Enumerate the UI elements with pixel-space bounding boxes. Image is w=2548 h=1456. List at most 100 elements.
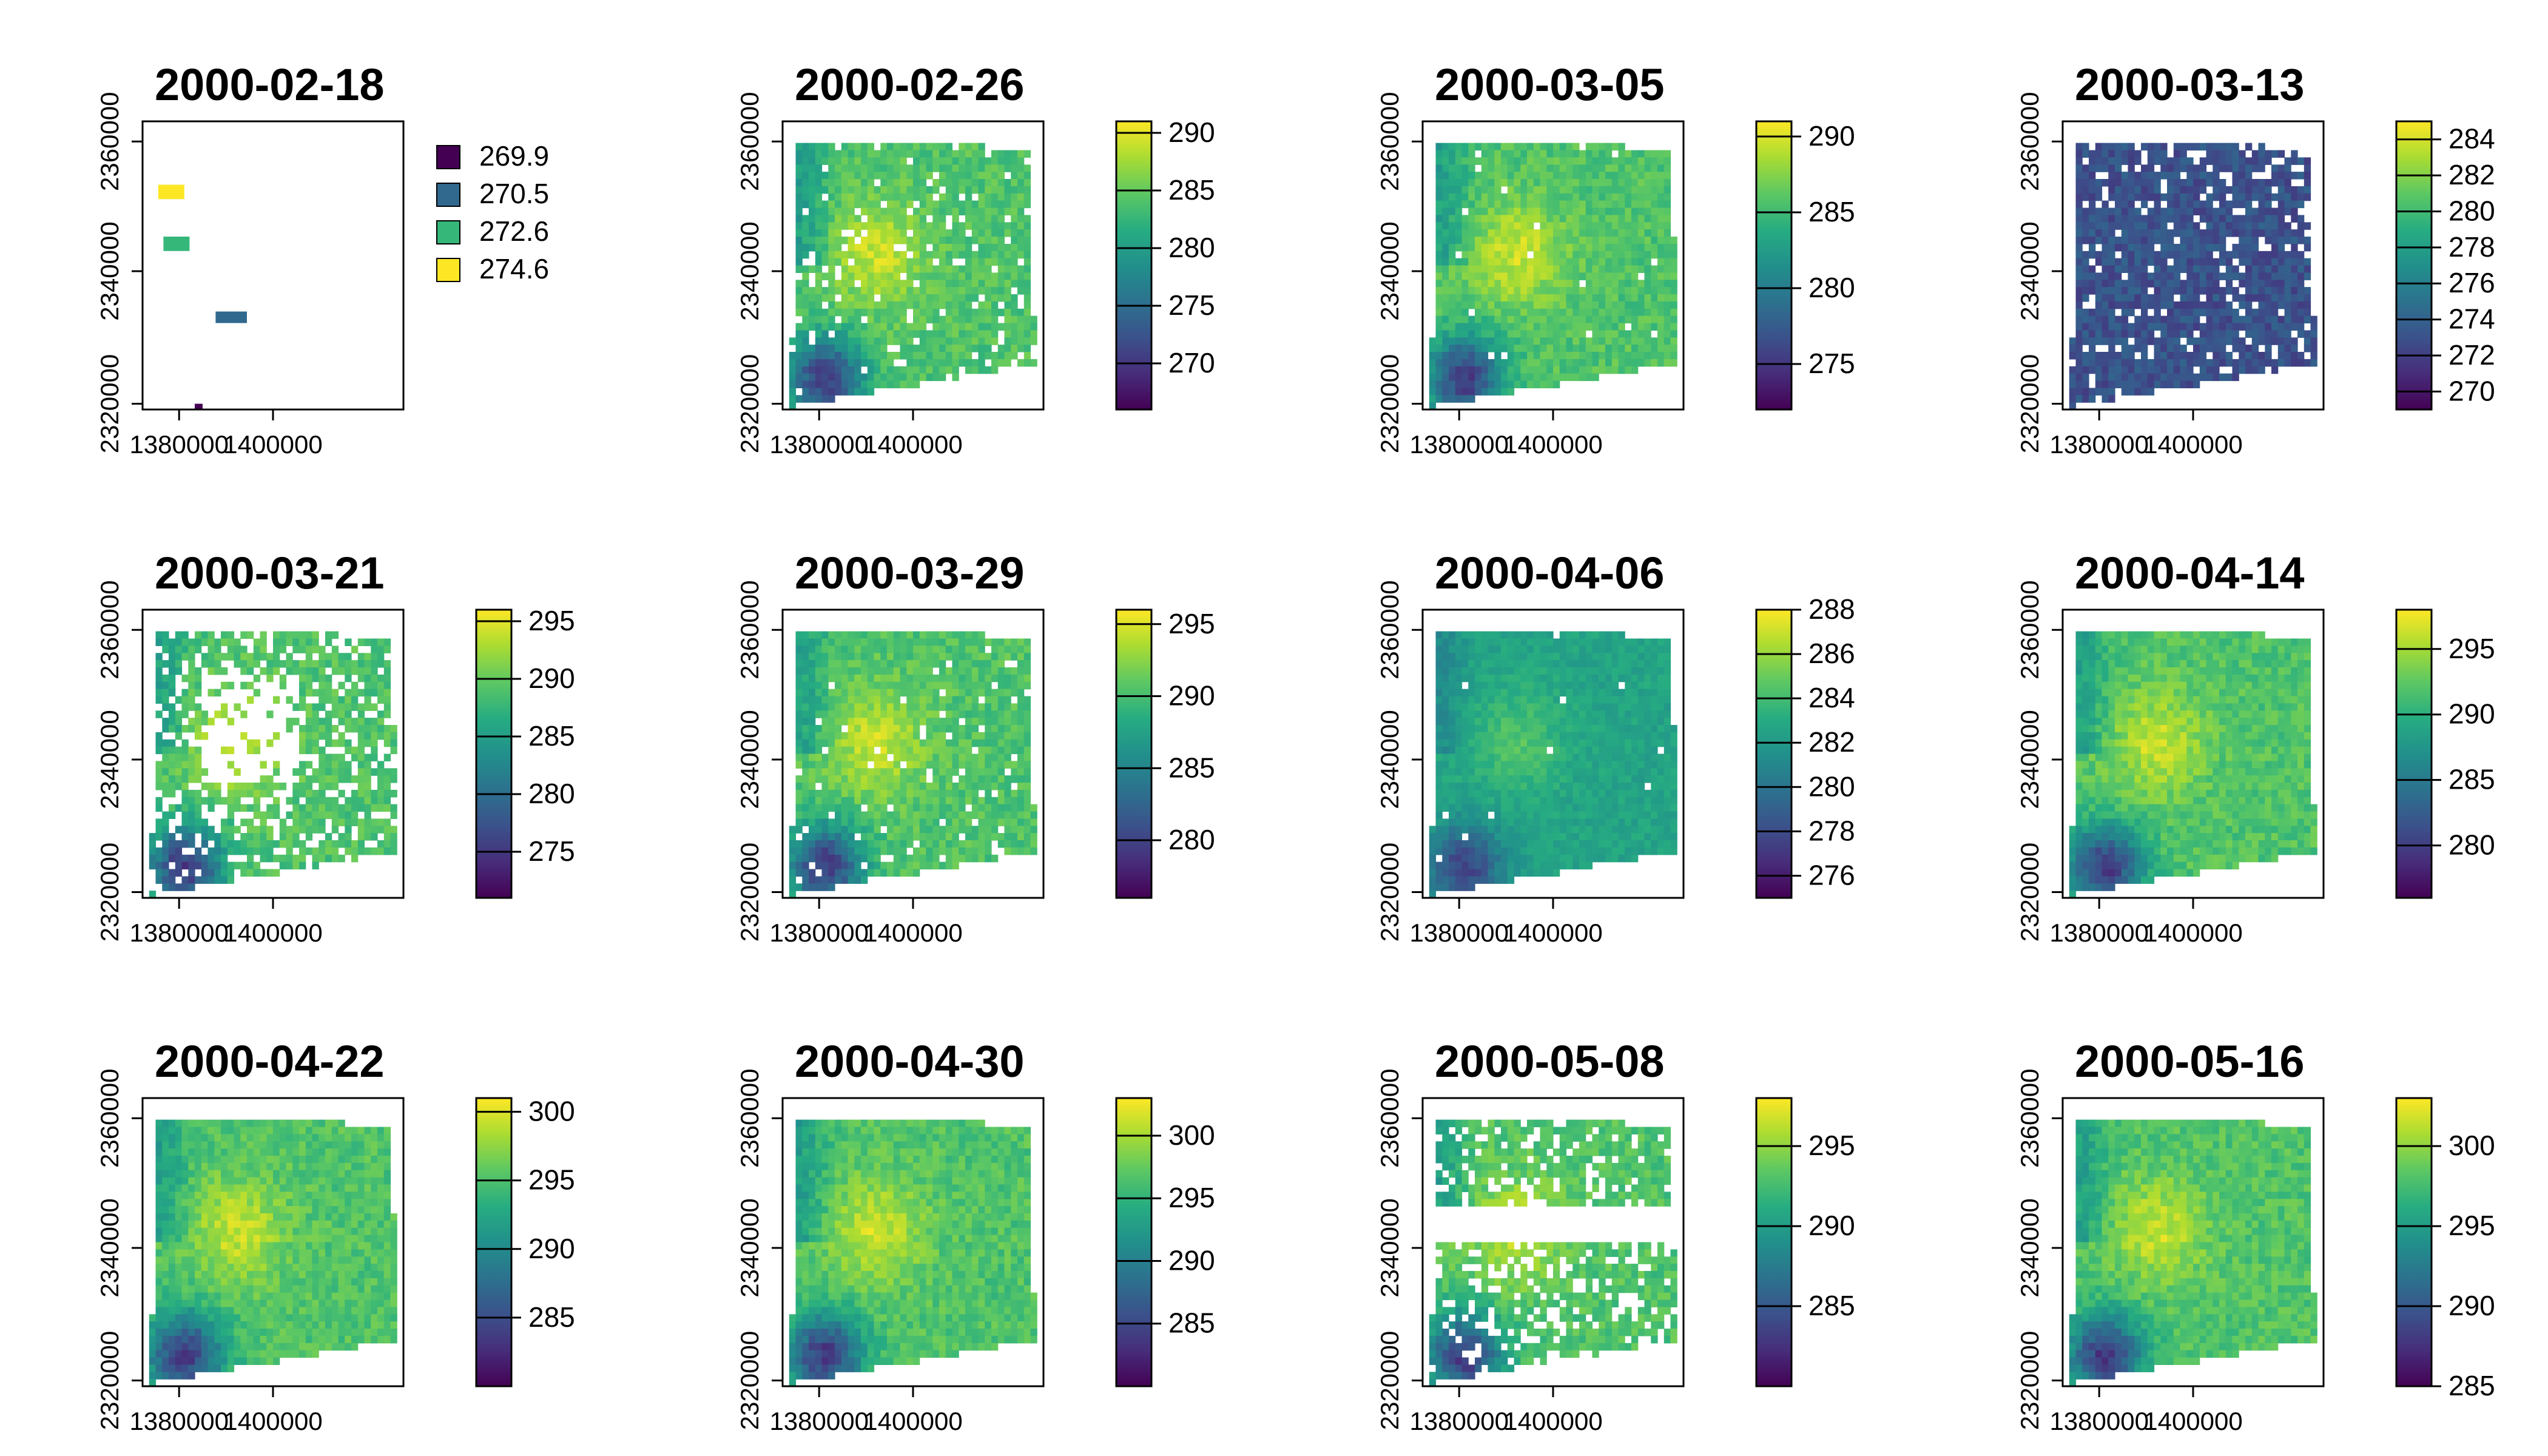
colorbar-tick-label: 275 <box>1168 289 1215 321</box>
raster-cell <box>175 847 183 855</box>
raster-cell <box>266 840 274 848</box>
raster-cell <box>2128 164 2135 172</box>
legend-swatch <box>436 183 460 207</box>
raster-cell <box>1625 272 1632 280</box>
raster-cell <box>1553 265 1560 273</box>
raster-cell <box>2219 330 2226 338</box>
raster-cell <box>2297 258 2305 266</box>
raster-cell <box>2082 186 2089 194</box>
raster-cell <box>802 645 809 653</box>
raster-cell <box>1559 330 1567 338</box>
raster-cell <box>371 645 378 653</box>
panel-2000-03-29: 2000-03-29138000014000002320000234000023… <box>735 548 1215 947</box>
raster-cell <box>1455 193 1463 201</box>
raster-cell <box>377 674 385 682</box>
raster-cell <box>1651 179 1658 187</box>
raster-cell <box>952 653 959 661</box>
raster-cell <box>279 840 287 848</box>
raster-cell <box>299 804 306 812</box>
raster-cell <box>913 681 920 690</box>
raster-cell <box>2245 315 2253 324</box>
raster-cell <box>1449 330 1456 338</box>
raster-cell <box>815 237 823 244</box>
raster-cell <box>867 200 875 209</box>
raster-cell <box>1455 200 1463 209</box>
raster-cell <box>919 359 927 367</box>
raster-cell <box>795 143 803 151</box>
raster-cell <box>1011 703 1018 711</box>
raster-cell <box>1435 200 1443 209</box>
raster-cell <box>2291 157 2298 165</box>
raster-cell <box>1488 143 1495 151</box>
raster-cell <box>1579 330 1586 338</box>
raster-cell <box>821 215 829 223</box>
raster-cell <box>985 215 992 223</box>
raster-cell <box>221 797 228 805</box>
raster-cell <box>2271 251 2279 259</box>
raster-cell <box>2115 237 2122 244</box>
raster-cell <box>1501 243 1508 252</box>
raster-cell <box>279 854 287 863</box>
raster-cell <box>880 366 888 374</box>
raster-cell <box>338 775 345 783</box>
raster-cell <box>1442 157 1449 165</box>
y-tick-label: 2320000 <box>2015 354 2044 454</box>
raster-cell <box>939 172 946 180</box>
raster-cell <box>305 681 313 690</box>
raster-cell <box>795 373 803 382</box>
raster-cell <box>985 222 992 230</box>
raster-cell <box>2251 337 2259 345</box>
raster-cell <box>1670 280 1677 288</box>
raster-cell <box>795 703 803 711</box>
raster-cell <box>2082 237 2089 244</box>
raster-cell <box>188 660 195 668</box>
raster-cell <box>1481 308 1489 317</box>
raster-cell <box>1579 186 1586 194</box>
raster-cell <box>991 330 999 338</box>
raster-cell <box>952 660 959 668</box>
raster-cell <box>1611 308 1619 317</box>
raster-cell <box>1501 193 1508 201</box>
raster-cell <box>978 638 985 646</box>
raster-cell <box>1599 200 1606 209</box>
raster-cell <box>1559 251 1567 259</box>
raster-cell <box>1501 272 1508 280</box>
raster-cell <box>331 775 339 783</box>
raster-cell <box>1625 330 1632 338</box>
raster-cell <box>821 207 829 215</box>
raster-cell <box>195 732 202 740</box>
raster-cell <box>906 359 914 367</box>
raster-cell <box>1011 638 1018 646</box>
raster-cell <box>841 681 849 690</box>
raster-cell <box>351 645 359 653</box>
raster-cell <box>906 150 914 158</box>
raster-cell <box>1651 237 1658 244</box>
raster-cell <box>1501 287 1508 295</box>
raster-cell <box>1579 258 1586 266</box>
raster-cell <box>1585 251 1593 259</box>
raster-cell <box>835 660 842 668</box>
raster-cell <box>861 739 868 747</box>
raster-cell <box>906 301 914 309</box>
raster-cell <box>234 660 241 668</box>
raster-cell <box>1631 308 1639 317</box>
raster-cell <box>1514 315 1521 324</box>
raster-cell <box>945 294 953 302</box>
raster-cell <box>893 380 901 388</box>
raster-cell <box>1611 237 1619 244</box>
raster-cell <box>305 811 313 819</box>
raster-cell <box>1579 150 1586 158</box>
raster-cell <box>1663 323 1671 331</box>
raster-cell <box>861 703 868 711</box>
raster-cell <box>880 761 888 769</box>
raster-cell <box>1559 258 1567 266</box>
raster-cell <box>861 258 868 266</box>
raster-cell <box>821 200 829 209</box>
raster-cell <box>357 789 365 798</box>
raster-cell <box>893 186 901 194</box>
raster-cell <box>1540 308 1547 317</box>
raster-cell <box>1585 143 1593 151</box>
raster-cell <box>913 265 920 273</box>
raster-cell <box>2095 229 2103 237</box>
